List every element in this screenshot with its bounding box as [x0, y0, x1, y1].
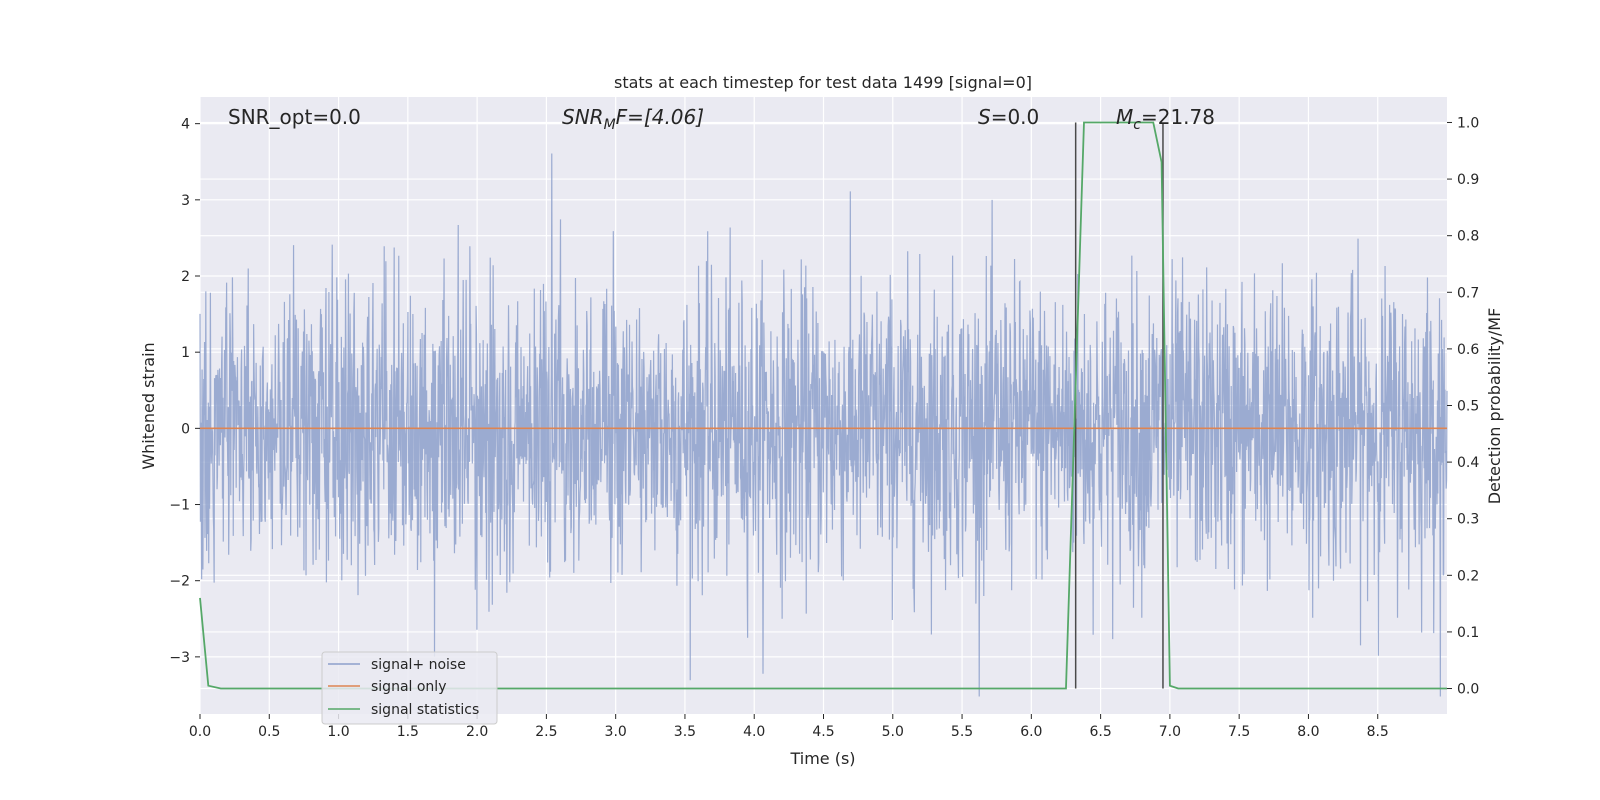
snr-mf-rest: F=[4.06]	[616, 105, 704, 129]
x-axis-label: Time (s)	[789, 749, 855, 768]
annotation-snr-opt: SNR_opt=0.0	[228, 105, 361, 129]
y2-tick-label-10: 0.0	[1457, 682, 1479, 698]
y-tick-label-4: 0	[181, 421, 190, 437]
x-tick-label-9: 4.5	[812, 724, 834, 740]
annotation-s: S=0.0	[978, 105, 1039, 129]
x-axis-ticks: 0.0 0.5 1.0 1.5 2.0 2.5 3.0 3.5 4.0 4.5 5.0 5.5 6.0 6…	[189, 714, 1389, 740]
snr-mf-sub: M	[604, 117, 616, 133]
y2-tick-label-4: 0.6	[1457, 342, 1479, 358]
x-tick-label-17: 8.5	[1367, 724, 1389, 740]
s-symbol: S	[978, 105, 991, 129]
chart-title: stats at each timestep for test data 149…	[614, 73, 1032, 92]
y2-axis-label: Detection probability/MF	[1485, 308, 1504, 505]
x-tick-label-11: 5.5	[951, 724, 973, 740]
y2-tick-label-9: 0.1	[1457, 625, 1479, 641]
y-tick-label-5: −1	[169, 498, 190, 514]
x-tick-label-2: 1.0	[327, 724, 349, 740]
y2-tick-label-8: 0.2	[1457, 568, 1479, 584]
mc-symbol: M	[1116, 105, 1133, 129]
y2-tick-label-3: 0.7	[1457, 285, 1479, 301]
legend: signal+ noise signal only signal statist…	[321, 651, 498, 725]
y-tick-label-6: −2	[169, 574, 190, 590]
mc-sub: c	[1133, 117, 1141, 133]
y2-tick-label-0: 1.0	[1457, 115, 1479, 131]
x-tick-label-15: 7.5	[1228, 724, 1250, 740]
y2-tick-label-7: 0.3	[1457, 512, 1479, 528]
signal-statistics-line	[199, 121, 1447, 690]
x-tick-label-0: 0.0	[189, 724, 211, 740]
y-tick-label-3: 1	[181, 345, 190, 361]
x-tick-label-7: 3.5	[674, 724, 696, 740]
y-tick-label-0: 4	[181, 117, 190, 133]
x-tick-label-12: 6.0	[1020, 724, 1042, 740]
x-tick-label-3: 1.5	[397, 724, 419, 740]
x-tick-label-8: 4.0	[743, 724, 765, 740]
snr-mf-main: SNR	[562, 105, 604, 129]
mc-value: =21.78	[1141, 105, 1215, 129]
y-axis-label: Whitened strain	[139, 342, 158, 469]
x-tick-label-13: 6.5	[1089, 724, 1111, 740]
legend-label-signal-statistics: signal statistics	[371, 702, 479, 718]
y-tick-label-1: 3	[181, 193, 190, 209]
series-signal-statistics	[199, 121, 1447, 690]
y2-tick-label-1: 0.9	[1457, 172, 1479, 188]
x-tick-label-10: 5.0	[882, 724, 904, 740]
x-tick-label-4: 2.0	[466, 724, 488, 740]
x-tick-label-14: 7.0	[1159, 724, 1181, 740]
x-tick-label-5: 2.5	[535, 724, 557, 740]
noise-line	[199, 153, 1448, 697]
x-tick-label-1: 0.5	[258, 724, 280, 740]
legend-box	[321, 651, 498, 725]
y2-tick-label-2: 0.8	[1457, 229, 1479, 245]
y2-axis-ticks: 1.0 0.9 0.8 0.7 0.6 0.5 0.4 0.3 0.2 0.1 0.0	[1447, 115, 1479, 698]
x-tick-label-6: 3.0	[605, 724, 627, 740]
s-value: =0.0	[991, 105, 1040, 129]
annotation-mc: Mc=21.78	[1116, 105, 1215, 133]
y2-tick-label-5: 0.5	[1457, 399, 1479, 415]
y-axis-ticks: 4 3 2 1 0 −1 −2 −3	[169, 117, 200, 666]
y-tick-label-2: 2	[181, 269, 190, 285]
annotation-snr-mf: SNRMF=[4.06]	[562, 105, 704, 133]
x-tick-label-16: 8.0	[1297, 724, 1319, 740]
legend-label-signal-only: signal only	[371, 679, 446, 695]
series-signal-noise	[199, 153, 1448, 697]
y2-tick-label-6: 0.4	[1457, 455, 1479, 471]
legend-label-signal-noise: signal+ noise	[371, 657, 466, 673]
y-tick-label-7: −3	[169, 650, 190, 666]
